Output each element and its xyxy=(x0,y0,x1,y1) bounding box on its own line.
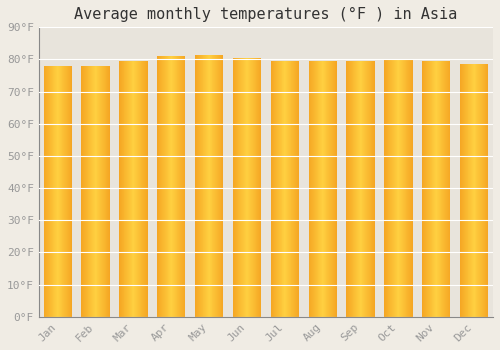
Title: Average monthly temperatures (°F ) in Asia: Average monthly temperatures (°F ) in As… xyxy=(74,7,458,22)
